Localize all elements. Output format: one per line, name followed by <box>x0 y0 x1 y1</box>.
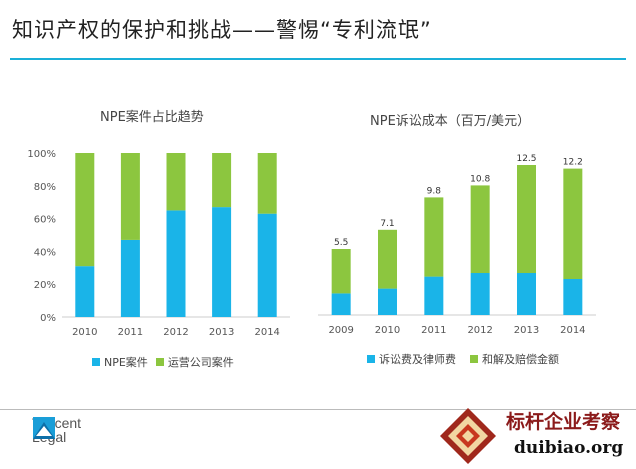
left-bar-npe-2014 <box>257 213 277 317</box>
title-divider <box>10 58 626 60</box>
watermark-domain: duibiao.org <box>514 438 624 458</box>
left-bar-npe-2013 <box>212 207 232 317</box>
right-total-label: 5.5 <box>334 238 348 248</box>
right-x-tick-label: 2009 <box>328 325 353 336</box>
right-total-label: 10.8 <box>470 174 490 184</box>
left-y-tick-label: 20% <box>34 280 56 291</box>
legend-label-npe: NPE案件 <box>104 356 148 369</box>
left-legend: NPE案件 运营公司案件 <box>92 354 234 370</box>
watermark-title: 标杆企业考察 <box>506 411 621 433</box>
right-x-tick-label: 2012 <box>467 325 492 336</box>
tencent-legal-logo: Tencent Legal <box>32 416 81 444</box>
right-bar-litigation-2009 <box>331 293 351 315</box>
right-bar-litigation-2014 <box>563 279 583 315</box>
left-y-tick-label: 60% <box>34 215 56 226</box>
right-bar-settlement-2011 <box>424 197 444 277</box>
right-bar-settlement-2013 <box>517 165 536 273</box>
right-x-tick-label: 2013 <box>514 325 539 336</box>
right-total-label: 7.1 <box>380 219 394 229</box>
right-bar-settlement-2010 <box>378 229 397 289</box>
legend-label-litigation: 诉讼费及律师费 <box>379 353 456 366</box>
watermark-diamond-icon <box>440 408 496 464</box>
right-total-label: 12.5 <box>516 154 536 164</box>
right-x-tick-label: 2011 <box>421 325 446 336</box>
right-x-tick-label: 2010 <box>375 325 400 336</box>
left-x-tick-label: 2012 <box>163 327 188 338</box>
right-bar-litigation-2011 <box>424 276 444 315</box>
slide-title: 知识产权的保护和挑战——警惕“专利流氓” <box>12 18 432 42</box>
legend-swatch-operating <box>155 358 164 366</box>
left-y-tick-label: 0% <box>40 313 56 324</box>
left-x-tick-label: 2010 <box>72 327 97 338</box>
left-bar-npe-2010 <box>75 266 95 317</box>
legend-label-operating: 运营公司案件 <box>167 356 234 369</box>
tencent-legal-logo-mark-icon <box>33 417 55 439</box>
legend-swatch-settlement <box>470 355 478 363</box>
right-chart-title: NPE诉讼成本（百万/美元） <box>370 114 531 129</box>
right-bar-settlement-2012 <box>470 185 490 273</box>
left-bar-operating-2013 <box>212 153 232 208</box>
right-legend: 诉讼费及律师费 和解及赔偿金额 <box>367 351 559 367</box>
legend-swatch-litigation <box>367 355 375 363</box>
right-bar-litigation-2012 <box>470 273 490 315</box>
left-y-tick-label: 100% <box>27 149 56 160</box>
left-y-tick-label: 40% <box>34 247 56 258</box>
left-bar-operating-2012 <box>166 153 186 211</box>
right-bar-litigation-2013 <box>517 273 536 315</box>
left-x-tick-label: 2014 <box>254 327 279 338</box>
left-bar-operating-2011 <box>120 153 140 240</box>
watermark: 标杆企业考察 duibiao.org <box>436 404 636 469</box>
right-x-tick-label: 2014 <box>560 325 585 336</box>
right-bar-settlement-2009 <box>331 249 351 294</box>
legend-label-settlement: 和解及赔偿金额 <box>482 353 559 366</box>
left-x-tick-label: 2011 <box>118 327 143 338</box>
left-bar-operating-2010 <box>75 153 95 267</box>
left-x-tick-label: 2013 <box>209 327 234 338</box>
right-bar-litigation-2010 <box>378 288 397 315</box>
left-bar-npe-2011 <box>120 239 140 317</box>
left-bar-operating-2014 <box>257 153 277 214</box>
left-y-tick-label: 80% <box>34 182 56 193</box>
footer-divider <box>0 409 636 410</box>
legend-swatch-npe <box>92 358 100 366</box>
left-chart-title: NPE案件占比趋势 <box>100 110 204 125</box>
right-bar-settlement-2014 <box>563 168 583 279</box>
left-bar-npe-2012 <box>166 210 186 317</box>
right-total-label: 12.2 <box>563 158 583 168</box>
right-total-label: 9.8 <box>427 186 442 196</box>
